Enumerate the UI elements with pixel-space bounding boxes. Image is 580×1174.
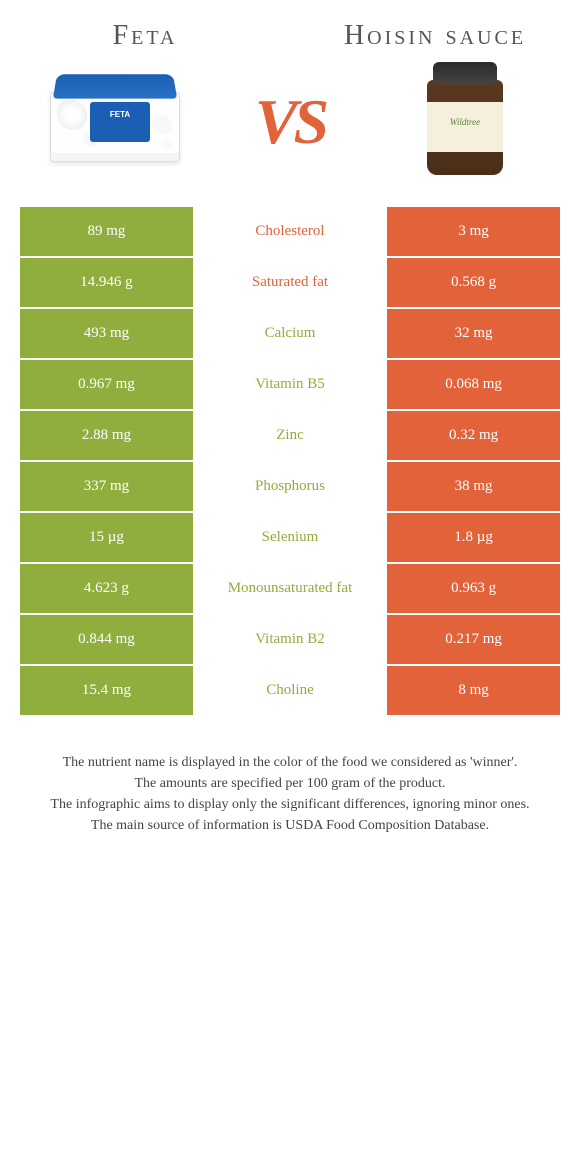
- left-value-cell: 0.967 mg: [20, 359, 193, 410]
- nutrient-label-cell: Saturated fat: [193, 257, 387, 308]
- right-value-cell: 3 mg: [387, 207, 560, 257]
- right-value-cell: 0.963 g: [387, 563, 560, 614]
- footer-line: The infographic aims to display only the…: [30, 794, 550, 815]
- right-value-cell: 0.068 mg: [387, 359, 560, 410]
- right-value-cell: 1.8 µg: [387, 512, 560, 563]
- table-row: 2.88 mgZinc0.32 mg: [20, 410, 560, 461]
- table-row: 15 µgSelenium1.8 µg: [20, 512, 560, 563]
- footer-line: The amounts are specified per 100 gram o…: [30, 773, 550, 794]
- table-row: 0.967 mgVitamin B50.068 mg: [20, 359, 560, 410]
- left-value-cell: 89 mg: [20, 207, 193, 257]
- nutrient-label-cell: Zinc: [193, 410, 387, 461]
- jar-product-label: Wildtree: [427, 102, 503, 152]
- right-food-image: Wildtree: [390, 62, 540, 182]
- table-row: 0.844 mgVitamin B20.217 mg: [20, 614, 560, 665]
- nutrient-label-cell: Vitamin B2: [193, 614, 387, 665]
- right-value-cell: 0.32 mg: [387, 410, 560, 461]
- nutrient-label-cell: Selenium: [193, 512, 387, 563]
- left-value-cell: 4.623 g: [20, 563, 193, 614]
- footer-line: The main source of information is USDA F…: [30, 815, 550, 836]
- left-value-cell: 493 mg: [20, 308, 193, 359]
- nutrient-label-cell: Choline: [193, 665, 387, 716]
- footer-line: The nutrient name is displayed in the co…: [30, 752, 550, 773]
- left-value-cell: 14.946 g: [20, 257, 193, 308]
- right-value-cell: 0.217 mg: [387, 614, 560, 665]
- nutrient-label-cell: Monounsaturated fat: [193, 563, 387, 614]
- table-row: 493 mgCalcium32 mg: [20, 308, 560, 359]
- left-value-cell: 2.88 mg: [20, 410, 193, 461]
- nutrient-label-cell: Vitamin B5: [193, 359, 387, 410]
- right-value-cell: 32 mg: [387, 308, 560, 359]
- comparison-table: 89 mgCholesterol3 mg14.946 gSaturated fa…: [20, 207, 560, 717]
- left-value-cell: 0.844 mg: [20, 614, 193, 665]
- images-row: FETA VS Wildtree: [20, 62, 560, 182]
- feta-product-label: FETA: [90, 102, 150, 142]
- right-title: Hoisin sauce: [310, 20, 560, 52]
- right-value-cell: 0.568 g: [387, 257, 560, 308]
- nutrient-label-cell: Calcium: [193, 308, 387, 359]
- right-value-cell: 8 mg: [387, 665, 560, 716]
- left-food-image: FETA: [40, 62, 190, 182]
- nutrient-label-cell: Phosphorus: [193, 461, 387, 512]
- table-row: 14.946 gSaturated fat0.568 g: [20, 257, 560, 308]
- table-row: 15.4 mgCholine8 mg: [20, 665, 560, 716]
- table-row: 337 mgPhosphorus38 mg: [20, 461, 560, 512]
- left-value-cell: 337 mg: [20, 461, 193, 512]
- vs-text: VS: [255, 85, 325, 159]
- table-row: 4.623 gMonounsaturated fat0.963 g: [20, 563, 560, 614]
- left-value-cell: 15.4 mg: [20, 665, 193, 716]
- header: Feta Hoisin sauce: [20, 20, 560, 52]
- nutrient-label-cell: Cholesterol: [193, 207, 387, 257]
- left-title: Feta: [20, 20, 270, 52]
- table-row: 89 mgCholesterol3 mg: [20, 207, 560, 257]
- left-value-cell: 15 µg: [20, 512, 193, 563]
- right-value-cell: 38 mg: [387, 461, 560, 512]
- footer-notes: The nutrient name is displayed in the co…: [20, 752, 560, 836]
